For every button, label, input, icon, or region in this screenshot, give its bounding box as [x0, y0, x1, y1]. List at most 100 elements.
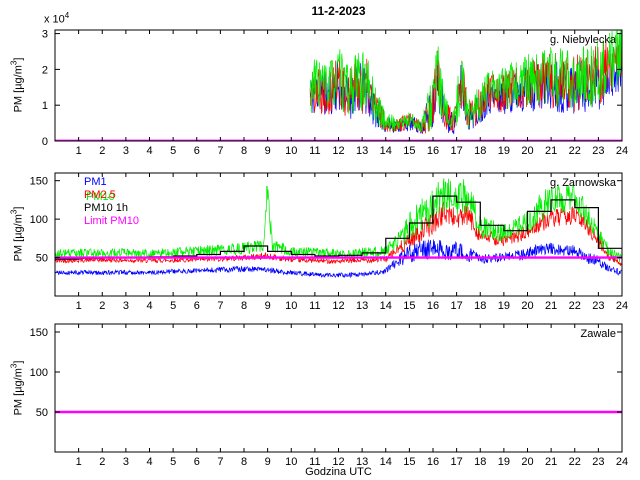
y-exponent-label: x 104 — [44, 11, 69, 26]
svg-text:22: 22 — [569, 456, 581, 468]
legend-pm1: PM1 — [84, 176, 107, 188]
svg-text:4: 4 — [146, 456, 152, 468]
svg-text:8: 8 — [241, 300, 247, 312]
svg-text:1: 1 — [42, 100, 48, 112]
svg-text:2: 2 — [99, 145, 105, 157]
legend-row-pm10-1h: PM10 1h — [84, 202, 139, 215]
svg-text:13: 13 — [356, 145, 368, 157]
svg-text:5: 5 — [170, 300, 176, 312]
svg-text:18: 18 — [474, 300, 486, 312]
svg-text:20: 20 — [521, 300, 533, 312]
legend-row-limit: Limit PM10 — [84, 215, 139, 228]
svg-text:16: 16 — [427, 456, 439, 468]
svg-text:10: 10 — [285, 300, 297, 312]
svg-text:21: 21 — [545, 456, 557, 468]
svg-text:23: 23 — [592, 456, 604, 468]
svg-text:8: 8 — [241, 456, 247, 468]
svg-text:22: 22 — [569, 300, 581, 312]
svg-text:19: 19 — [498, 300, 510, 312]
svg-text:12: 12 — [332, 145, 344, 157]
svg-text:20: 20 — [521, 145, 533, 157]
legend-limit: Limit PM10 — [84, 215, 140, 227]
legend: PM1 PM10 PM2.5 PM10 1h Limit PM10 — [84, 176, 139, 228]
svg-text:6: 6 — [194, 300, 200, 312]
svg-text:50: 50 — [36, 253, 48, 265]
svg-text:1: 1 — [76, 456, 82, 468]
svg-text:1: 1 — [76, 145, 82, 157]
svg-text:17: 17 — [451, 300, 463, 312]
ylabel-sup: 3 — [9, 209, 19, 215]
ylabel-post: ] — [12, 57, 25, 61]
y-axis-label-middle: PM [µg/m3] — [10, 207, 25, 262]
svg-text:150: 150 — [30, 176, 48, 188]
svg-text:24: 24 — [616, 145, 628, 157]
svg-text:12: 12 — [332, 456, 344, 468]
svg-text:21: 21 — [545, 300, 557, 312]
legend-row-pm1: PM1 — [84, 176, 139, 189]
y-axis-label-bottom: PM [µg/m3] — [10, 361, 25, 416]
svg-text:9: 9 — [265, 145, 271, 157]
svg-text:2: 2 — [99, 300, 105, 312]
figure-title: 11-2-2023 — [311, 4, 366, 18]
svg-text:1: 1 — [76, 300, 82, 312]
y-exponent-sup: 4 — [64, 11, 70, 20]
svg-text:24: 24 — [616, 300, 628, 312]
svg-text:14: 14 — [380, 456, 392, 468]
legend-pm10-1h: PM10 1h — [84, 202, 129, 214]
svg-text:11: 11 — [309, 145, 320, 157]
ylabel-pre: PM [µg/m — [12, 214, 25, 262]
station-label-zawale: Zawale — [580, 328, 616, 340]
svg-text:100: 100 — [30, 367, 48, 379]
svg-text:7: 7 — [217, 145, 223, 157]
svg-text:17: 17 — [451, 145, 463, 157]
svg-text:20: 20 — [521, 456, 533, 468]
svg-text:100: 100 — [30, 214, 48, 226]
svg-text:11: 11 — [309, 300, 320, 312]
svg-text:8: 8 — [241, 145, 247, 157]
svg-text:9: 9 — [265, 456, 271, 468]
ylabel-post: ] — [12, 206, 25, 210]
svg-text:23: 23 — [592, 145, 604, 157]
svg-text:4: 4 — [146, 145, 152, 157]
svg-text:5: 5 — [170, 145, 176, 157]
svg-text:14: 14 — [380, 300, 392, 312]
x-axis-label: Godzina UTC — [305, 466, 372, 478]
ylabel-pre: PM [µg/m — [12, 368, 25, 416]
svg-text:9: 9 — [265, 300, 271, 312]
svg-text:19: 19 — [498, 145, 510, 157]
svg-text:7: 7 — [217, 300, 223, 312]
svg-text:10: 10 — [285, 456, 297, 468]
legend-row-pm25-pm10: PM10 PM2.5 — [84, 189, 139, 203]
svg-text:19: 19 — [498, 456, 510, 468]
svg-text:150: 150 — [30, 327, 48, 339]
y-axis-label-top: PM [µg/m3] — [10, 58, 25, 113]
svg-text:18: 18 — [474, 145, 486, 157]
svg-text:14: 14 — [380, 145, 392, 157]
svg-text:16: 16 — [427, 300, 439, 312]
legend-pm25: PM2.5 — [84, 189, 116, 201]
ylabel-sup: 3 — [9, 60, 19, 66]
svg-text:15: 15 — [403, 456, 415, 468]
svg-text:6: 6 — [194, 456, 200, 468]
ylabel-post: ] — [12, 360, 25, 364]
svg-text:5: 5 — [170, 456, 176, 468]
svg-text:13: 13 — [356, 456, 368, 468]
station-label-niebylecka: g. Niebylecka — [549, 34, 616, 46]
svg-text:15: 15 — [403, 300, 415, 312]
svg-text:12: 12 — [332, 300, 344, 312]
svg-text:0: 0 — [42, 136, 48, 148]
station-label-zarnowska: g. Zarnowska — [549, 177, 616, 189]
svg-text:18: 18 — [474, 456, 486, 468]
svg-text:16: 16 — [427, 145, 439, 157]
svg-text:7: 7 — [217, 456, 223, 468]
svg-text:17: 17 — [451, 456, 463, 468]
svg-text:13: 13 — [356, 300, 368, 312]
svg-text:2: 2 — [42, 64, 48, 76]
svg-text:3: 3 — [123, 300, 129, 312]
svg-text:10: 10 — [285, 145, 297, 157]
svg-text:3: 3 — [42, 29, 48, 41]
svg-text:21: 21 — [545, 145, 557, 157]
svg-text:23: 23 — [592, 300, 604, 312]
